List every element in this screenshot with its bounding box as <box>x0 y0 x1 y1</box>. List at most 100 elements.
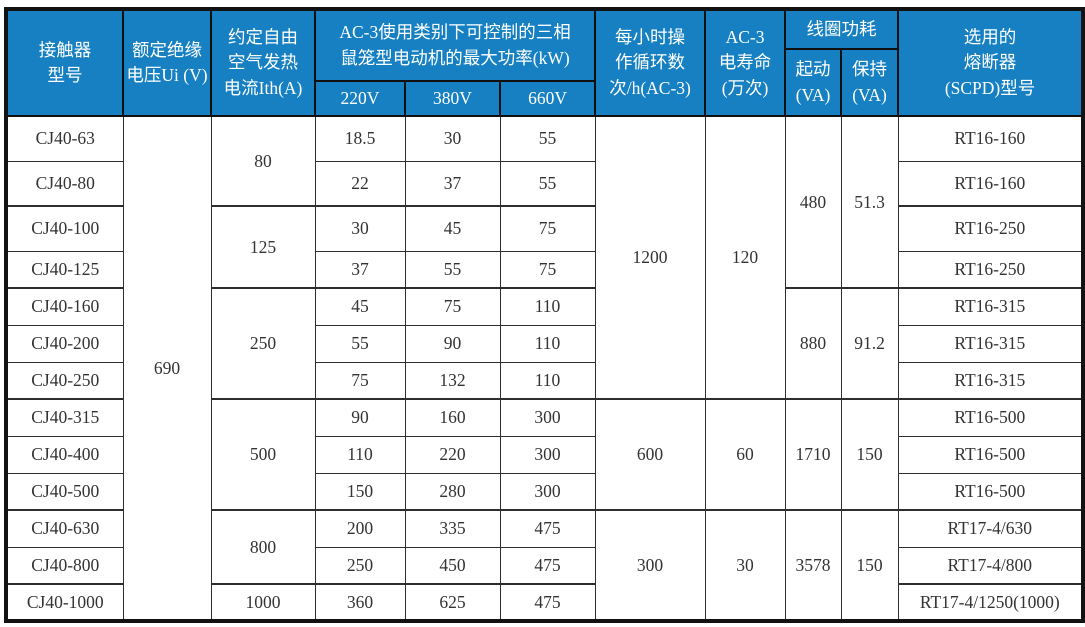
electrical-life-cell: 120 <box>704 115 786 400</box>
fuse-cell: RT16-500 <box>897 398 1084 437</box>
coil-start-cell: 480 <box>784 115 842 289</box>
table-row: CJ40-160 250 45 75 110 880 91.2 RT16-315 <box>5 287 1084 400</box>
fuse-cell: RT17-4/630 <box>897 509 1084 548</box>
thermal-current-cell: 250 <box>210 287 316 400</box>
power-660v-cell: 75 <box>499 205 596 252</box>
model-cell: CJ40-125 <box>5 250 124 289</box>
thermal-current-cell: 800 <box>210 509 316 585</box>
power-220v-cell: 55 <box>314 324 406 363</box>
fuse-cell: RT16-315 <box>897 324 1084 363</box>
coil-hold-cell: 150 <box>840 398 899 511</box>
contactor-spec-table: 接触器 型号 额定绝缘 电压Ui (V) 约定自由 空气发热 电流Ith(A) … <box>4 7 1085 623</box>
table-row: CJ40-800 250 450 475 RT17-4/800 <box>5 546 1084 585</box>
power-380v-cell: 280 <box>404 472 501 511</box>
model-cell: CJ40-63 <box>5 115 124 162</box>
electrical-life-cell: 30 <box>704 509 786 622</box>
power-220v-cell: 30 <box>314 205 406 252</box>
fuse-cell: RT16-160 <box>897 115 1084 162</box>
thermal-current-cell: 1000 <box>210 583 316 622</box>
power-380v-cell: 37 <box>404 160 501 207</box>
cycles-cell: 1200 <box>594 115 706 400</box>
power-380v-cell: 75 <box>404 287 501 326</box>
model-cell: CJ40-250 <box>5 361 124 400</box>
header-voltage-660v: 660V <box>498 80 597 117</box>
model-cell: CJ40-1000 <box>5 583 124 622</box>
coil-hold-cell: 51.3 <box>840 115 899 289</box>
power-660v-cell: 475 <box>499 509 596 548</box>
table-row: CJ40-315 500 90 160 300 600 60 1710 150 RT16-500 <box>5 398 1084 511</box>
power-660v-cell: 475 <box>499 546 596 585</box>
power-660v-cell: 55 <box>499 160 596 207</box>
header-row-1: 接触器 型号 额定绝缘 电压Ui (V) 约定自由 空气发热 电流Ith(A) … <box>5 8 1085 117</box>
table-body: CJ40-63 690 80 18.5 30 55 1200 120 480 51.3 RT16-1… <box>5 115 1084 622</box>
power-660v-cell: 55 <box>499 115 596 162</box>
header-max-power: AC-3使用类别下可控制的三相 鼠笼型电动机的最大功率(kW) <box>313 8 597 82</box>
header-electrical-life: AC-3 电寿命 (万次) <box>704 8 787 117</box>
table-row: CJ40-63 690 80 18.5 30 55 1200 120 480 51.3 RT16-1… <box>5 115 1084 622</box>
coil-hold-cell: 150 <box>840 509 899 622</box>
header-coil-hold: 保持 (VA) <box>840 48 900 117</box>
power-660v-cell: 110 <box>499 361 596 400</box>
cycles-cell: 600 <box>594 398 706 511</box>
power-220v-cell: 18.5 <box>314 115 406 162</box>
header-rated-voltage: 额定绝缘 电压Ui (V) <box>122 8 212 117</box>
contactor-spec-table-container: 接触器 型号 额定绝缘 电压Ui (V) 约定自由 空气发热 电流Ith(A) … <box>4 7 1085 623</box>
model-cell: CJ40-630 <box>5 509 124 548</box>
model-cell: CJ40-800 <box>5 546 124 585</box>
rated-voltage-cell: 690 <box>122 115 212 622</box>
fuse-cell: RT16-250 <box>897 250 1084 289</box>
power-380v-cell: 45 <box>404 205 501 252</box>
power-380v-cell: 160 <box>404 398 501 437</box>
header-voltage-220v: 220V <box>314 80 406 117</box>
table-row: CJ40-500 150 280 300 RT16-500 <box>5 472 1084 511</box>
table-row: CJ40-250 75 132 110 RT16-315 <box>5 361 1084 400</box>
power-220v-cell: 250 <box>314 546 406 585</box>
table-row: CJ40-400 110 220 300 RT16-500 <box>5 435 1084 474</box>
model-cell: CJ40-80 <box>5 160 124 207</box>
fuse-cell: RT17-4/1250(1000) <box>897 583 1084 622</box>
power-220v-cell: 200 <box>314 509 406 548</box>
header-coil-start: 起动 (VA) <box>784 48 843 117</box>
table-header: 接触器 型号 额定绝缘 电压Ui (V) 约定自由 空气发热 电流Ith(A) … <box>5 8 1085 117</box>
model-cell: CJ40-500 <box>5 472 124 511</box>
table-row: CJ40-125 37 55 75 RT16-250 <box>5 250 1084 289</box>
power-220v-cell: 90 <box>314 398 406 437</box>
coil-start-cell: 1710 <box>784 398 842 511</box>
fuse-cell: RT16-160 <box>897 160 1084 207</box>
table-row: CJ40-200 55 90 110 RT16-315 <box>5 324 1084 363</box>
header-row-3: 220V 380V 660V <box>6 80 1083 117</box>
header-fuse: 选用的 熔断器 (SCPD)型号 <box>897 8 1085 117</box>
power-660v-cell: 475 <box>499 583 596 622</box>
power-660v-cell: 300 <box>499 398 596 437</box>
model-cell: CJ40-315 <box>5 398 124 437</box>
power-220v-cell: 110 <box>314 435 406 474</box>
power-380v-cell: 30 <box>404 115 501 162</box>
table-row: CJ40-630 800 200 335 475 300 30 3578 150 RT17-4/6… <box>5 509 1084 622</box>
power-660v-cell: 300 <box>499 472 596 511</box>
power-380v-cell: 220 <box>404 435 501 474</box>
model-cell: CJ40-100 <box>5 205 124 252</box>
power-220v-cell: 360 <box>314 583 406 622</box>
header-thermal-current: 约定自由 空气发热 电流Ith(A) <box>210 8 316 117</box>
header-coil-power: 线圈功耗 <box>784 8 900 50</box>
power-220v-cell: 22 <box>314 160 406 207</box>
thermal-current-cell: 80 <box>210 115 316 207</box>
power-380v-cell: 625 <box>404 583 501 622</box>
thermal-current-cell: 500 <box>210 398 316 511</box>
fuse-cell: RT16-315 <box>897 361 1084 400</box>
power-220v-cell: 75 <box>314 361 406 400</box>
fuse-cell: RT16-315 <box>897 287 1084 326</box>
power-380v-cell: 335 <box>404 509 501 548</box>
model-cell: CJ40-400 <box>5 435 124 474</box>
power-660v-cell: 110 <box>499 287 596 326</box>
cycles-cell: 300 <box>594 509 706 622</box>
fuse-cell: RT16-500 <box>897 435 1084 474</box>
fuse-cell: RT16-250 <box>897 205 1084 252</box>
electrical-life-cell: 60 <box>704 398 786 511</box>
fuse-cell: RT16-500 <box>897 472 1084 511</box>
model-cell: CJ40-200 <box>5 324 124 363</box>
power-660v-cell: 110 <box>499 324 596 363</box>
power-380v-cell: 55 <box>404 250 501 289</box>
fuse-cell: RT17-4/800 <box>897 546 1084 585</box>
header-row-2: 起动 (VA) 保持 (VA) <box>6 48 1083 117</box>
